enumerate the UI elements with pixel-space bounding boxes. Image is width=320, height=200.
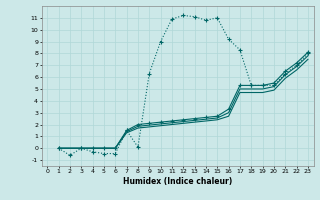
X-axis label: Humidex (Indice chaleur): Humidex (Indice chaleur) <box>123 177 232 186</box>
